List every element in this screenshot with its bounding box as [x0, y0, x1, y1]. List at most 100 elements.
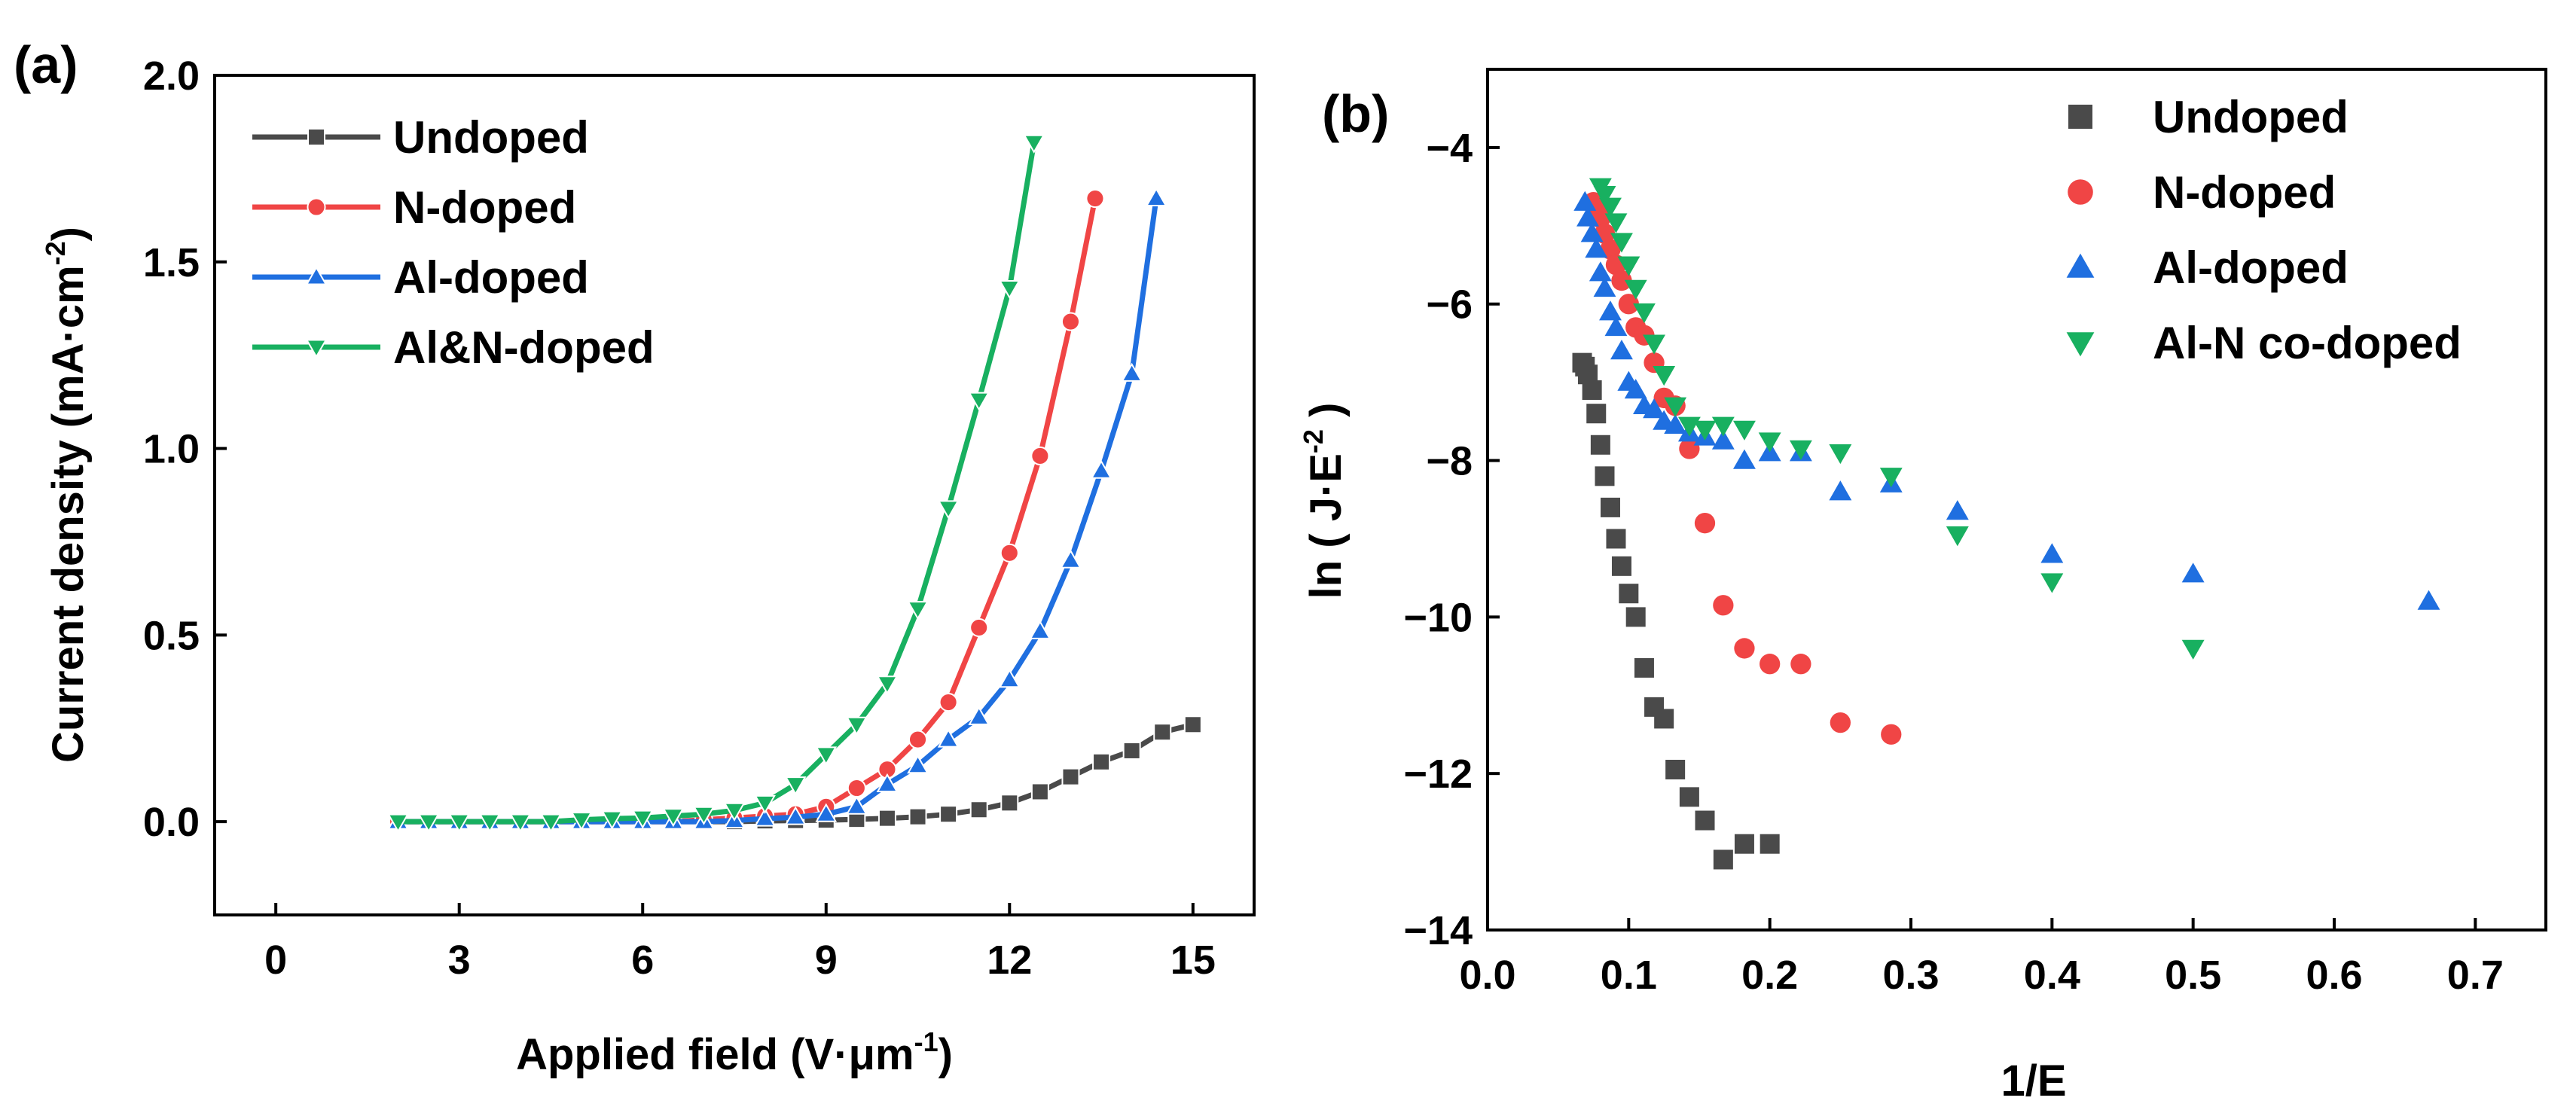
panel-a-ticks: 0 3 6 9 12 15 0.0 0.5 1.0 1.5 2.0 — [143, 53, 1216, 983]
panel-b-y-tick-label: −12 — [1403, 752, 1473, 797]
panel-a-point-n-doped — [847, 778, 866, 798]
panel-a-point-al-n-doped — [815, 746, 838, 766]
panel-b-point-al-doped — [1604, 316, 1628, 337]
panel-b-legend-marker — [2066, 332, 2095, 357]
panel-b-point-al-doped — [1580, 222, 1604, 242]
panel-b-point-undoped — [1625, 607, 1646, 627]
panel-b-point-al-n-co-doped — [1711, 416, 1735, 437]
panel-a-point-n-doped — [1000, 543, 1019, 563]
panel-b-point-al-n-co-doped — [1732, 420, 1756, 441]
panel-b-x-tick-label: 0.5 — [2165, 953, 2221, 998]
panel-a-point-n-doped — [1030, 446, 1050, 466]
panel-a-legend-marker — [307, 197, 326, 217]
panel-b-point-al-doped — [1829, 480, 1852, 501]
panel-b-x-tick-label: 0.7 — [2447, 953, 2504, 998]
panel-a-point-al-n-doped — [1023, 134, 1045, 154]
panel-a-point-undoped — [908, 807, 927, 826]
panel-b-point-al-n-co-doped — [1604, 213, 1628, 233]
panel-b-x-tick-label: 0.6 — [2306, 953, 2362, 998]
panel-b-point-al-doped — [1573, 191, 1597, 211]
panel-b-point-n-doped — [1713, 595, 1734, 616]
panel-b-y-tick-label: −6 — [1426, 282, 1473, 328]
panel-a-series — [387, 134, 1202, 833]
panel-b-point-n-doped — [1618, 294, 1639, 315]
panel-b-point-n-doped — [1611, 270, 1632, 291]
panel-b-point-al-n-co-doped — [1829, 444, 1852, 465]
panel-b-legend-item-al-doped: Al-doped — [2066, 242, 2349, 293]
panel-a-point-undoped — [969, 800, 988, 819]
panel-a-legend-item-undoped: Undoped — [252, 112, 589, 163]
panel-a-point-al-n-doped — [601, 810, 624, 830]
panel-b-point-al-n-co-doped — [1758, 432, 1781, 453]
panel-b-point-undoped — [1619, 584, 1639, 604]
panel-a-point-al-doped — [968, 706, 990, 725]
panel-a-point-al-doped — [876, 773, 899, 793]
panel-b-point-al-n-co-doped — [1643, 334, 1666, 355]
panel-a-chart: (a) 0 3 6 9 12 15 0.0 0.5 1.0 1.5 2.0 Applied fiel… — [14, 35, 1256, 1079]
panel-b-y-tick-label: −10 — [1403, 595, 1473, 640]
panel-b-point-al-n-co-doped — [1789, 440, 1812, 460]
panel-a-y-axis-title: Current density (mA·cm-2) — [40, 227, 93, 763]
panel-b-legend-marker — [2068, 105, 2092, 129]
panel-b-point-al-n-co-doped — [1664, 397, 1687, 417]
panel-b-point-n-doped — [1694, 513, 1716, 534]
panel-a-legend-item-al-doped: Al-doped — [252, 252, 589, 303]
panel-b-legend: Undoped N-doped Al-doped Al-N co-doped — [2066, 92, 2462, 368]
panel-a-point-undoped — [1061, 767, 1080, 786]
panel-b-legend-marker — [2068, 179, 2093, 205]
panel-a-point-al-n-doped — [754, 794, 776, 814]
panel-a-point-undoped — [1122, 741, 1141, 760]
panel-a-x-tick-label: 12 — [987, 938, 1032, 983]
panel-a-point-al-n-doped — [693, 806, 715, 825]
panel-b-point-al-n-co-doped — [1632, 303, 1656, 324]
panel-b-point-undoped — [1665, 759, 1686, 779]
panel-b-y-tick-label: −8 — [1426, 439, 1473, 484]
panel-b-point-n-doped — [1734, 638, 1755, 659]
panel-a-point-al-n-doped — [540, 813, 562, 833]
panel-a-x-tick-label: 6 — [631, 938, 654, 983]
panel-b-legend-marker — [2066, 253, 2095, 278]
panel-b-ticks: 0.0 0.1 0.2 0.3 0.4 0.5 0.6 0.7 −14 −12 −10 −8 −6 −4 — [1403, 126, 2503, 998]
panel-b-point-undoped — [1600, 497, 1620, 517]
panel-b-x-tick-label: 0.1 — [1601, 953, 1657, 998]
panel-a-point-al-n-doped — [509, 813, 532, 833]
panel-b-point-undoped — [1590, 435, 1610, 455]
panel-b-label: (b) — [1322, 84, 1389, 143]
panel-a-series-al-n-doped — [387, 134, 1045, 833]
panel-a-point-n-doped — [939, 692, 958, 712]
panel-b-legend-label: Al-N co-doped — [2153, 318, 2462, 368]
panel-a-point-al-doped — [754, 807, 776, 827]
panel-a-plot-frame — [213, 74, 1256, 916]
panel-b-point-al-doped — [1732, 449, 1756, 469]
panel-a-point-undoped — [877, 809, 896, 828]
panel-b-point-undoped — [1634, 657, 1654, 678]
panel-a-point-n-doped — [1061, 312, 1081, 331]
panel-b-point-al-n-co-doped — [1653, 366, 1676, 386]
panel-a-point-undoped — [939, 805, 958, 824]
panel-b-point-n-doped — [1760, 654, 1781, 675]
panel-b-x-tick-label: 0.3 — [1882, 953, 1939, 998]
panel-b-legend-item-n-doped: N-doped — [2068, 167, 2336, 218]
panel-b-point-al-n-co-doped — [1593, 186, 1616, 206]
panel-b-legend-item-undoped: Undoped — [2068, 92, 2349, 142]
panel-a-point-al-n-doped — [723, 802, 746, 822]
panel-b-x-tick-label: 0.2 — [1741, 953, 1798, 998]
panel-a-x-tick-label: 9 — [815, 938, 838, 983]
panel-b-point-al-n-co-doped — [2040, 573, 2064, 593]
panel-a-point-al-n-doped — [478, 813, 501, 833]
panel-a-point-al-doped — [1090, 459, 1113, 479]
panel-a-x-axis-title: Applied field (V·μm-1) — [516, 1026, 953, 1079]
panel-a-point-undoped — [1183, 715, 1202, 734]
panel-b-point-undoped — [1734, 834, 1754, 854]
panel-a-point-al-n-doped — [968, 392, 990, 411]
panel-b-point-undoped — [1611, 556, 1631, 576]
panel-b-point-n-doped — [1790, 654, 1811, 675]
panel-a-point-al-n-doped — [662, 808, 685, 828]
panel-a-legend-item-al-n-doped: Al&N-doped — [252, 322, 655, 373]
panel-a-point-al-doped — [815, 803, 838, 822]
panel-b-point-al-n-co-doped — [1610, 233, 1633, 253]
panel-a-legend-label: Undoped — [393, 112, 589, 163]
panel-a-point-al-doped — [998, 669, 1021, 688]
panel-b-point-undoped — [1695, 810, 1715, 831]
